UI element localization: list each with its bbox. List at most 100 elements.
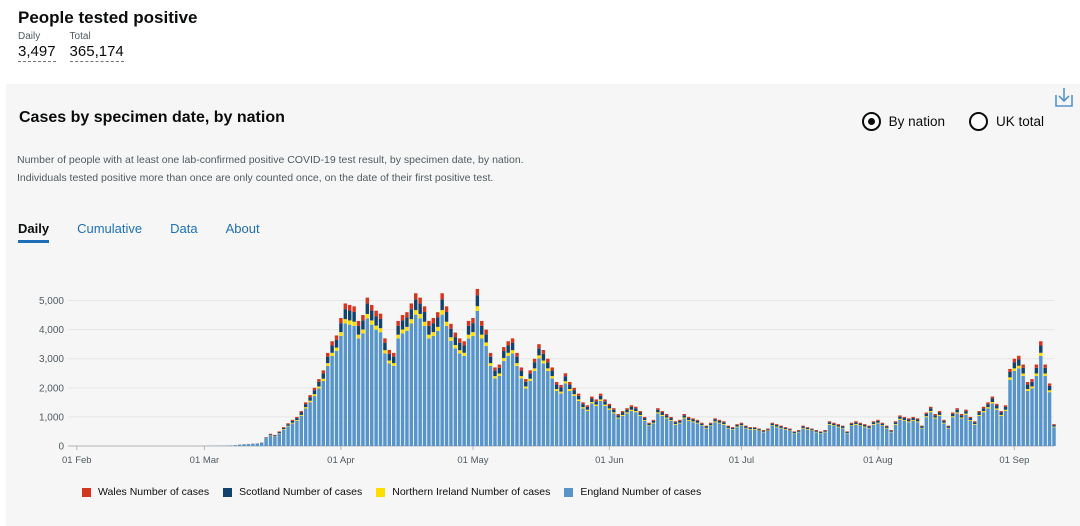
bar-northern-ireland [634,411,638,413]
bar-scotland [735,425,739,427]
bar-wales [607,403,612,406]
bar-scotland [1047,385,1052,391]
bar-england [546,370,550,446]
stat-total-value[interactable]: 365,174 [69,43,124,62]
bar-northern-ireland [717,422,722,424]
bar-scotland [788,429,792,431]
bar-scotland [700,423,704,426]
bar-wales [546,358,550,363]
bar-scotland [942,420,946,423]
bar-england [1008,379,1012,446]
bar-wales [286,423,290,425]
bar-wales [814,430,819,431]
bar-wales [700,422,704,424]
bar-scotland [889,430,893,432]
bar-northern-ireland [554,389,559,391]
bar-england [510,353,515,446]
tab-about[interactable]: About [225,221,260,236]
bar-northern-ireland [356,334,361,339]
bar-england [634,412,638,446]
download-icon[interactable] [1054,86,1074,108]
bar-northern-ireland [990,401,995,404]
bar-england [594,405,598,446]
bar-northern-ireland [286,425,290,427]
radio-uk-total[interactable]: UK total [968,112,1044,131]
legend-scotland[interactable]: Scotland Number of cases [223,486,362,498]
bar-northern-ireland [352,321,356,326]
bar-northern-ireland [532,368,537,371]
bar-wales [317,379,321,382]
bar-england [295,420,299,446]
bar-northern-ireland [986,407,990,409]
bar-england [955,413,959,446]
bar-scotland [638,412,642,415]
bar-england [590,403,594,446]
bar-wales [915,418,920,420]
bar-scotland [396,325,400,335]
bar-england [392,365,396,446]
bar-england [616,418,620,446]
bar-england [462,355,466,446]
bar-northern-ireland [893,423,898,425]
bar-scotland [356,325,361,335]
bar-england [779,428,783,446]
bar-northern-ireland [392,363,396,366]
bar-england [273,436,277,446]
bar-england [792,433,797,446]
legend-northern-ireland[interactable]: Northern Ireland Number of cases [376,486,550,498]
bar-wales [713,418,717,420]
radio-by-nation[interactable]: By nation [861,112,945,131]
bar-england [836,427,841,446]
bar-wales [841,425,845,427]
bar-england [845,433,849,446]
bar-scotland [339,323,343,333]
radio-uk-total-circle[interactable] [968,112,988,131]
bar-northern-ireland [946,427,951,429]
bar-wales [418,297,422,304]
bar-wales [805,427,810,428]
tab-cumulative[interactable]: Cumulative [77,221,143,236]
radio-by-nation-label: By nation [888,114,945,129]
bar-wales [744,425,748,427]
bar-wales [730,427,735,428]
bar-england [607,409,612,446]
bar-scotland [656,409,660,413]
bar-england [660,415,664,446]
bar-wales [686,416,691,419]
bar-scotland [920,426,924,428]
legend-wales[interactable]: Wales Number of cases [82,486,209,498]
bar-england [981,412,986,446]
bar-england [1012,370,1017,446]
stat-daily-value[interactable]: 3,497 [18,43,56,62]
bar-northern-ireland [836,426,841,428]
tab-data[interactable]: Data [170,221,198,236]
bar-wales [466,320,471,326]
bar-scotland [286,424,290,426]
bar-england [559,393,563,446]
legend-england-swatch [564,487,574,497]
bar-wales [497,364,502,368]
bar-scotland [348,310,352,321]
bar-england [299,415,304,446]
bar-england [387,363,392,446]
bar-wales [929,406,933,409]
radio-by-nation-circle[interactable] [861,112,881,131]
legend-england[interactable]: England Number of cases [564,486,701,498]
bar-england [519,378,524,446]
bar-scotland [462,345,466,353]
bar-scotland [387,353,392,361]
bar-england [995,409,999,446]
bar-england [929,412,933,446]
bar-england [774,427,779,446]
bar-wales [321,370,326,374]
bar-northern-ireland [462,352,466,356]
bar-scotland [832,423,836,426]
bar-wales [352,306,356,312]
bar-scotland [686,418,691,421]
bar-scotland [1034,367,1039,374]
bar-scotland [766,429,770,431]
tab-daily[interactable]: Daily [18,221,50,243]
bar-northern-ireland [805,429,810,430]
bar-scotland [598,395,603,400]
bar-england [255,443,259,446]
